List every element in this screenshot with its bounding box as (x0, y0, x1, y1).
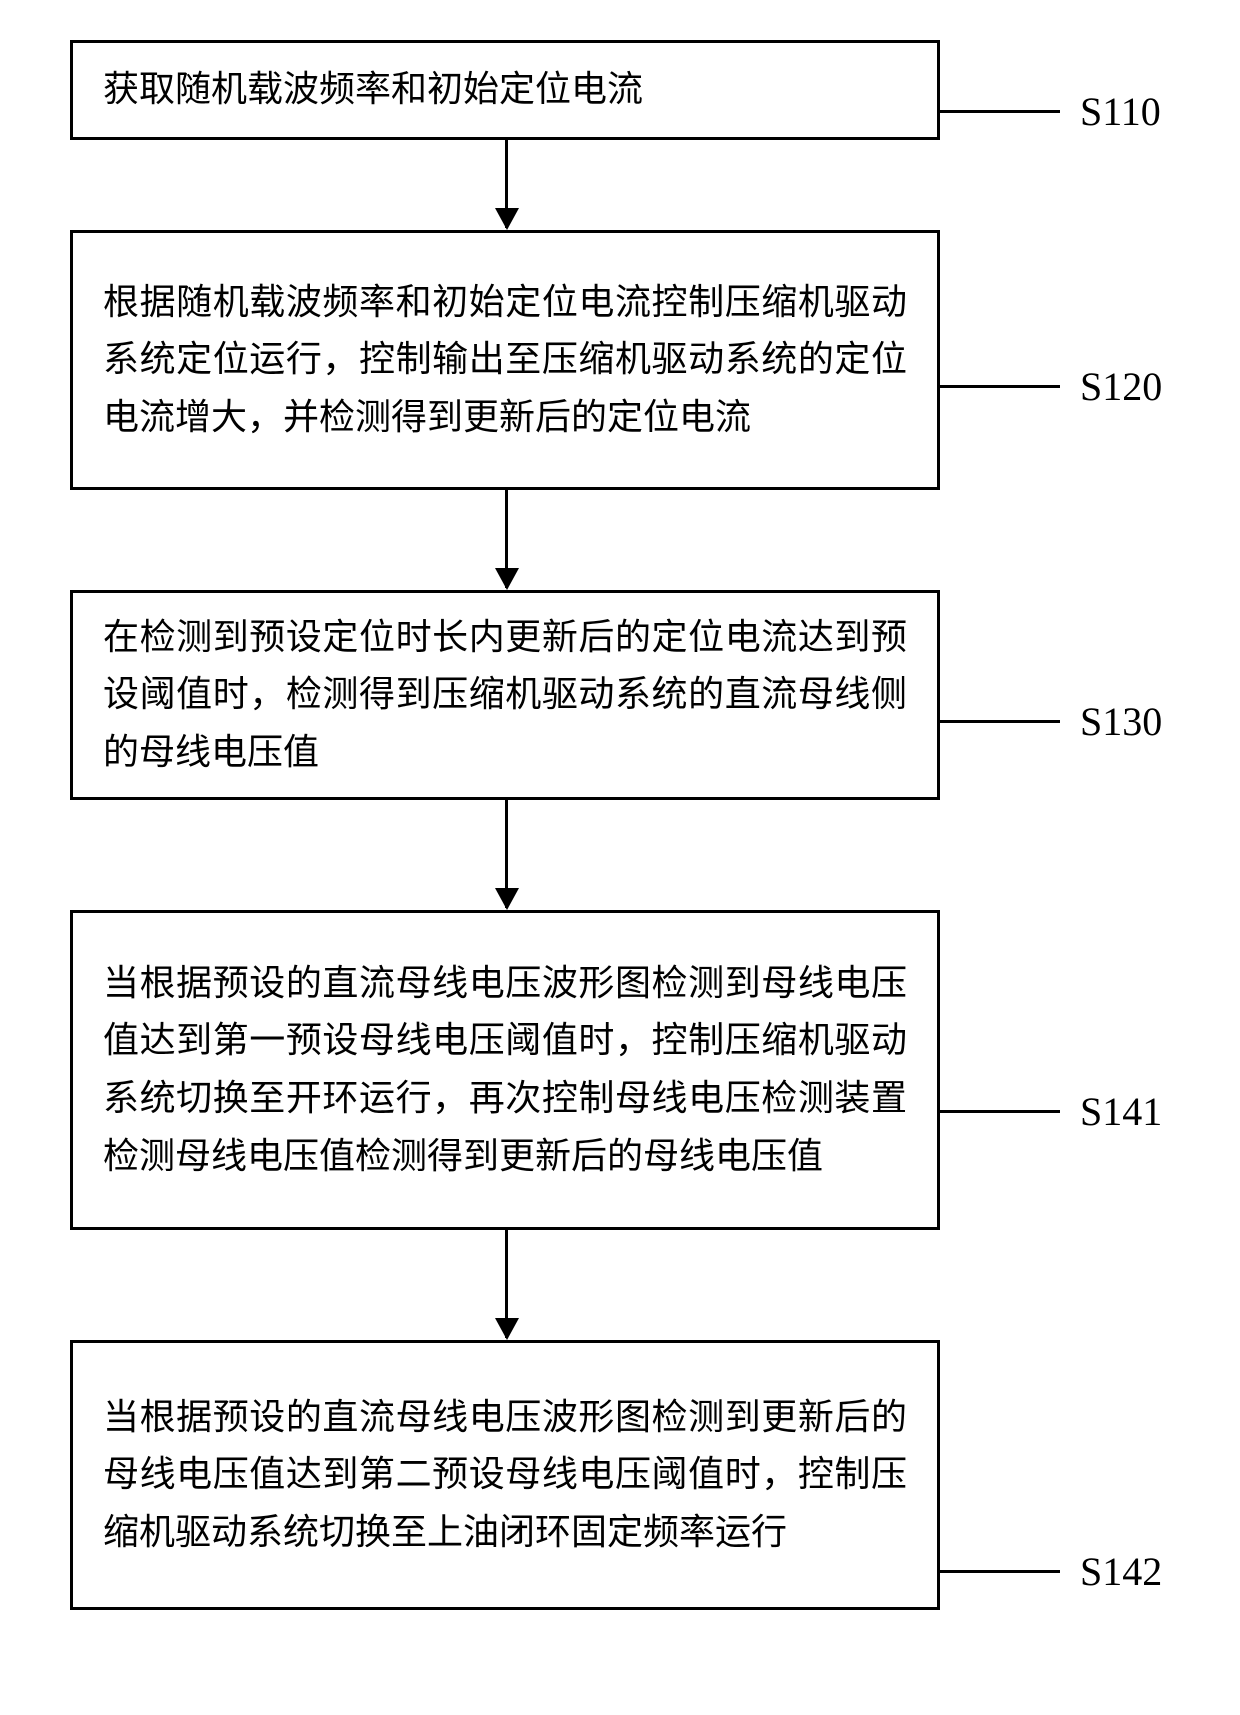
node-label-s120: S120 (1080, 363, 1162, 410)
flowchart-node-s141: 当根据预设的直流母线电压波形图检测到母线电压值达到第一预设母线电压阈值时，控制压… (70, 910, 940, 1230)
flowchart-node-s130: 在检测到预设定位时长内更新后的定位电流达到预设阈值时，检测得到压缩机驱动系统的直… (70, 590, 940, 800)
node-text: 当根据预设的直流母线电压波形图检测到更新后的母线电压值达到第二预设母线电压阈值时… (103, 1389, 907, 1562)
connector-line (940, 1110, 1060, 1113)
flowchart-node-s120: 根据随机载波频率和初始定位电流控制压缩机驱动系统定位运行，控制输出至压缩机驱动系… (70, 230, 940, 490)
connector-line (940, 720, 1060, 723)
flowchart-arrow (505, 1230, 508, 1338)
flowchart-arrow (505, 140, 508, 228)
node-text: 获取随机载波频率和初始定位电流 (103, 61, 907, 119)
node-label-s130: S130 (1080, 698, 1162, 745)
connector-line (940, 110, 1060, 113)
connector-line (940, 1570, 1060, 1573)
node-text: 在检测到预设定位时长内更新后的定位电流达到预设阈值时，检测得到压缩机驱动系统的直… (103, 609, 907, 782)
node-text: 当根据预设的直流母线电压波形图检测到母线电压值达到第一预设母线电压阈值时，控制压… (103, 955, 907, 1185)
node-label-s142: S142 (1080, 1548, 1162, 1595)
flowchart-node-s142: 当根据预设的直流母线电压波形图检测到更新后的母线电压值达到第二预设母线电压阈值时… (70, 1340, 940, 1610)
node-text: 根据随机载波频率和初始定位电流控制压缩机驱动系统定位运行，控制输出至压缩机驱动系… (103, 274, 907, 447)
flowchart-container: 获取随机载波频率和初始定位电流 S110 根据随机载波频率和初始定位电流控制压缩… (0, 0, 1240, 1715)
connector-line (940, 385, 1060, 388)
node-label-s110: S110 (1080, 88, 1161, 135)
flowchart-arrow (505, 490, 508, 588)
flowchart-node-s110: 获取随机载波频率和初始定位电流 (70, 40, 940, 140)
node-label-s141: S141 (1080, 1088, 1162, 1135)
flowchart-arrow (505, 800, 508, 908)
